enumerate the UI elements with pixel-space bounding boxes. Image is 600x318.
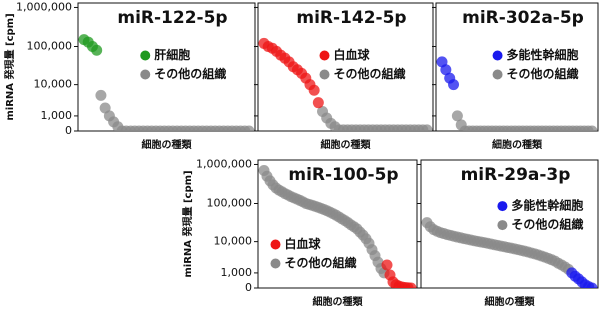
legend-marker xyxy=(492,69,503,80)
legend-label: 多能性幹細胞 xyxy=(507,47,579,62)
y-tick-label: 10,000 xyxy=(214,235,253,248)
points xyxy=(258,165,417,288)
legend-label: その他の組織 xyxy=(511,217,583,232)
data-point xyxy=(440,64,452,76)
legend-marker xyxy=(270,239,281,250)
panel-title: miR-302a-5p xyxy=(462,8,584,28)
data-point xyxy=(448,79,460,91)
y-tick-label: 1,000 xyxy=(221,266,253,279)
data-point xyxy=(586,282,598,288)
data-point xyxy=(381,259,393,271)
panel-title: miR-100-5p xyxy=(288,165,398,185)
legend-label: その他の組織 xyxy=(154,66,226,81)
plot-frame xyxy=(257,159,418,289)
legend-marker xyxy=(497,201,508,212)
legend-label: 白血球 xyxy=(334,47,371,62)
points xyxy=(421,217,598,288)
points xyxy=(258,37,433,131)
legend-label: 多能性幹細胞 xyxy=(511,198,583,213)
legend-marker xyxy=(497,220,508,231)
points xyxy=(78,34,255,131)
x-axis-label: 細胞の種類 xyxy=(142,138,193,151)
data-point xyxy=(312,97,324,109)
legend-marker xyxy=(270,258,281,269)
y-tick-label: 10,000 xyxy=(34,78,73,91)
panel-title: miR-29a-3p xyxy=(461,165,571,185)
data-point xyxy=(95,89,107,101)
y-tick-label: 100,000 xyxy=(27,40,73,53)
legend-label: その他の組織 xyxy=(507,66,579,81)
y-tick-label: 1,000,000 xyxy=(196,157,252,170)
data-point xyxy=(91,44,103,56)
legend-marker xyxy=(319,50,330,61)
x-axis-label: 細胞の種類 xyxy=(492,138,543,151)
y-tick-label: 1,000,000 xyxy=(16,0,72,13)
y-tick-label: 1,000 xyxy=(41,109,73,122)
panel-title: miR-122-5p xyxy=(117,8,227,28)
panel-title: miR-142-5p xyxy=(296,8,406,28)
legend-marker xyxy=(140,69,151,80)
y-axis-label: miRNA 発現量 [cpm] xyxy=(181,170,194,277)
legend-marker xyxy=(140,50,151,61)
legend-marker xyxy=(319,69,330,80)
plot-frame xyxy=(420,159,599,289)
y-tick-label: 100,000 xyxy=(207,197,253,210)
legend-label: 肝細胞 xyxy=(154,47,190,62)
legend-label: その他の組織 xyxy=(334,66,406,81)
x-axis-label: 細胞の種類 xyxy=(485,295,536,308)
data-point xyxy=(586,125,598,131)
x-axis-label: 細胞の種類 xyxy=(321,138,372,151)
legend-label: その他の組織 xyxy=(284,255,356,270)
points xyxy=(436,56,598,131)
x-axis-label: 細胞の種類 xyxy=(313,295,364,308)
y-axis-label: miRNA 発現量 [cpm] xyxy=(3,13,16,120)
y-tick-label: 0 xyxy=(245,281,252,294)
y-tick-label: 0 xyxy=(65,124,72,137)
data-point xyxy=(243,125,255,131)
data-point xyxy=(308,84,320,96)
data-point xyxy=(451,110,463,122)
legend-label: 白血球 xyxy=(284,236,321,251)
data-point xyxy=(405,282,417,288)
data-point xyxy=(421,124,433,131)
legend-marker xyxy=(492,50,503,61)
